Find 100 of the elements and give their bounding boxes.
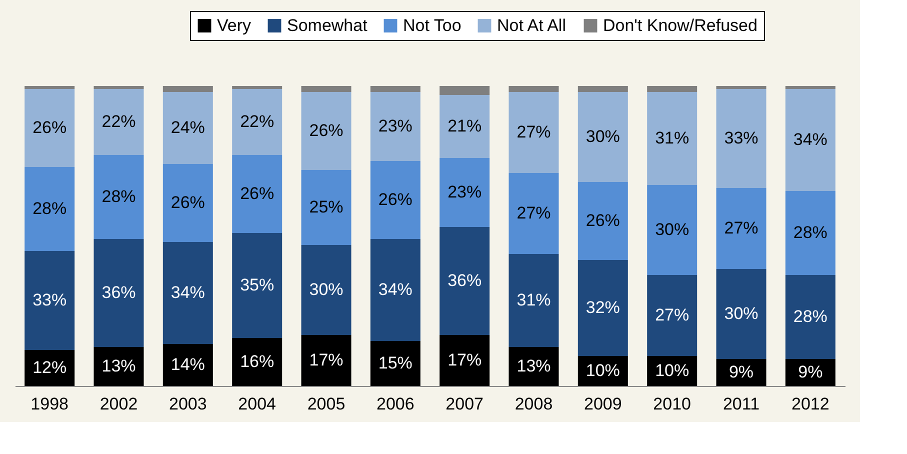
bar	[508, 92, 559, 173]
data-label: 28%	[102, 187, 136, 206]
data-label: 17%	[448, 350, 482, 370]
data-label: 23%	[448, 182, 482, 202]
bar	[232, 86, 282, 89]
x-tick-label: 2002	[100, 394, 138, 414]
x-tick-label: 1998	[30, 394, 68, 414]
data-label: 36%	[102, 283, 136, 302]
data-label: 9%	[798, 362, 823, 382]
data-label: 9%	[728, 362, 754, 382]
bar	[578, 182, 628, 260]
bar	[94, 155, 144, 239]
bar	[508, 347, 559, 386]
x-tick-label: 2012	[792, 394, 830, 414]
bar	[301, 92, 352, 170]
x-tick-label: 2010	[653, 394, 691, 414]
bar	[716, 359, 766, 386]
data-label: 10%	[655, 361, 690, 380]
bar	[785, 86, 836, 89]
data-label: 28%	[32, 199, 67, 218]
x-tick-label: 2006	[376, 394, 414, 414]
bar	[24, 89, 75, 167]
bar	[24, 86, 75, 89]
data-label: 33%	[724, 128, 758, 148]
bar	[440, 86, 490, 95]
data-label: 30%	[655, 220, 690, 239]
data-label: 24%	[170, 118, 205, 137]
bar	[578, 86, 628, 92]
bar	[716, 188, 766, 269]
data-label: 23%	[378, 116, 412, 136]
x-tick-label: 2011	[722, 394, 760, 414]
bar	[370, 239, 420, 341]
bar	[440, 95, 490, 158]
data-label: 10%	[586, 361, 620, 380]
bar	[94, 86, 144, 89]
bar	[508, 86, 559, 92]
bar	[508, 254, 559, 347]
data-label: 27%	[516, 122, 551, 142]
bar	[370, 161, 420, 239]
bar	[647, 275, 698, 356]
data-label: 31%	[516, 290, 551, 310]
bar	[647, 185, 698, 275]
bar	[370, 86, 420, 92]
data-label: 22%	[240, 112, 274, 131]
data-label: 26%	[586, 211, 620, 230]
bar	[785, 275, 836, 359]
data-label: 28%	[793, 223, 828, 242]
data-label: 31%	[655, 128, 690, 148]
data-label: 16%	[240, 352, 274, 371]
data-label: 17%	[309, 350, 344, 370]
bar	[301, 170, 352, 245]
data-label: 27%	[516, 204, 551, 222]
bar	[301, 86, 352, 92]
data-label: 27%	[724, 218, 758, 238]
x-tick-label: 2008	[514, 394, 553, 414]
data-label: 21%	[448, 116, 482, 136]
legend-label: Not Too	[403, 16, 462, 35]
bar	[301, 245, 352, 335]
bar	[94, 347, 144, 386]
bar	[647, 86, 698, 92]
data-label: 26%	[170, 193, 205, 212]
data-label: 33%	[32, 290, 67, 310]
bar	[716, 86, 766, 89]
bar	[232, 155, 282, 233]
x-tick-label: 2003	[169, 394, 207, 414]
data-label: 13%	[102, 356, 136, 376]
bar	[162, 86, 213, 92]
data-label: 26%	[378, 190, 412, 209]
data-label: 30%	[586, 127, 620, 146]
data-label: 14%	[170, 355, 205, 374]
data-label: 22%	[102, 112, 136, 131]
data-label: 34%	[793, 130, 828, 149]
bar	[24, 350, 75, 386]
data-label: 34%	[170, 283, 205, 302]
bar	[578, 92, 628, 182]
bar	[24, 251, 75, 350]
bar	[232, 89, 282, 155]
legend-label: Very	[217, 16, 252, 35]
data-label: 36%	[448, 271, 482, 290]
data-label: 13%	[516, 356, 551, 376]
bar	[232, 233, 282, 338]
data-label: 28%	[793, 307, 828, 326]
data-label: 32%	[586, 298, 620, 317]
data-label: 26%	[240, 184, 274, 203]
bar	[440, 227, 490, 335]
data-label: 27%	[655, 306, 690, 324]
x-tick-label: 2009	[584, 394, 622, 414]
bar	[370, 92, 420, 161]
bar	[24, 167, 75, 251]
data-label: 35%	[240, 276, 274, 294]
bar	[578, 260, 628, 356]
x-tick-label: 2004	[238, 394, 276, 414]
bar	[162, 92, 213, 164]
bar	[232, 338, 282, 386]
x-tick-label: 2005	[307, 394, 346, 414]
bar	[508, 173, 559, 254]
data-label: 26%	[309, 121, 344, 140]
legend-label: Not At All	[497, 16, 566, 35]
data-label: 26%	[32, 118, 67, 137]
x-tick-label: 2007	[446, 394, 484, 414]
